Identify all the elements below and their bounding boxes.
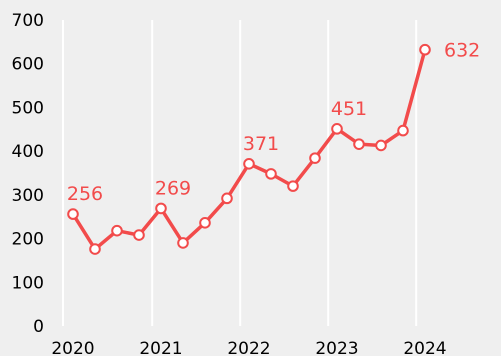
gridlines — [151, 20, 418, 326]
data-point — [309, 152, 321, 164]
axes: 0 100 200 300 400 500 600 700 2020 2021 2022 2023 20… — [12, 11, 447, 356]
data-labels: 256 269 371 451 632 — [67, 40, 480, 205]
data-point — [199, 217, 211, 229]
data-point — [221, 192, 233, 205]
data-label: 451 — [331, 98, 367, 120]
data-point — [265, 168, 277, 180]
data-label: 632 — [444, 40, 480, 62]
data-point — [177, 237, 189, 249]
data-point — [419, 43, 431, 56]
data-label: 371 — [243, 133, 279, 155]
y-tick-label: 600 — [12, 55, 44, 75]
data-point — [67, 208, 79, 220]
data-point — [155, 202, 167, 215]
y-tick-label: 200 — [12, 230, 44, 250]
data-point — [375, 139, 387, 152]
data-point — [353, 138, 365, 150]
x-tick-label: 2021 — [139, 339, 182, 356]
x-tick-label: 2022 — [227, 339, 270, 356]
data-point — [331, 123, 343, 135]
data-point — [111, 224, 123, 237]
x-tick-label: 2020 — [51, 339, 94, 356]
y-tick-label: 400 — [12, 142, 44, 162]
y-tick-label: 700 — [12, 11, 44, 31]
data-label: 269 — [155, 177, 191, 199]
x-tick-label: 2023 — [315, 339, 358, 356]
data-point — [287, 180, 299, 192]
x-tick-label: 2024 — [403, 339, 446, 356]
data-point — [89, 243, 101, 255]
data-point — [243, 158, 255, 170]
data-label: 256 — [67, 183, 103, 205]
series-layer — [67, 43, 431, 255]
y-tick-label: 300 — [12, 186, 44, 206]
data-point — [133, 229, 145, 241]
y-tick-label: 500 — [12, 98, 44, 118]
y-tick-label: 100 — [12, 273, 44, 293]
y-tick-label: 0 — [33, 317, 44, 337]
data-point — [397, 124, 409, 137]
